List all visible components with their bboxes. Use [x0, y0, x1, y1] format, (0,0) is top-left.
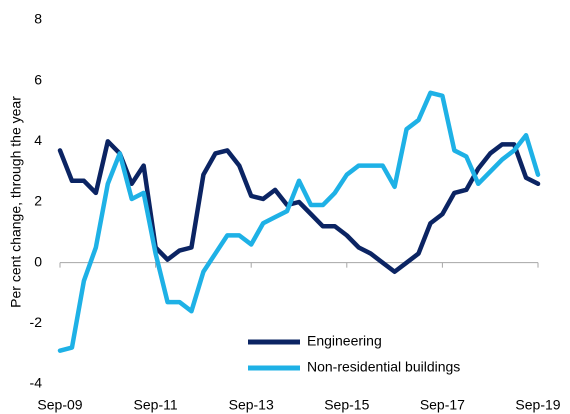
legend-label: Non-residential buildings	[307, 359, 460, 375]
y-tick-label: -2	[30, 314, 43, 330]
x-tick-label: Sep-13	[229, 397, 274, 413]
y-tick-label: 0	[34, 253, 42, 269]
x-tick-label: Sep-17	[420, 397, 465, 413]
y-tick-label: 8	[34, 11, 42, 27]
legend-label: Engineering	[307, 333, 382, 349]
y-axis-label: Per cent change, through the year	[8, 96, 24, 308]
x-tick-label: Sep-15	[324, 397, 369, 413]
series-line	[57, 90, 541, 353]
x-tick-label: Sep-09	[37, 397, 82, 413]
x-tick-label: Sep-11	[134, 397, 178, 413]
y-tick-label: 6	[34, 71, 42, 87]
x-tick-label: Sep-19	[515, 397, 560, 413]
y-tick-label: 4	[34, 132, 42, 148]
series-line	[57, 139, 541, 275]
y-tick-label: 2	[34, 193, 42, 209]
y-tick-label: -4	[30, 375, 43, 391]
